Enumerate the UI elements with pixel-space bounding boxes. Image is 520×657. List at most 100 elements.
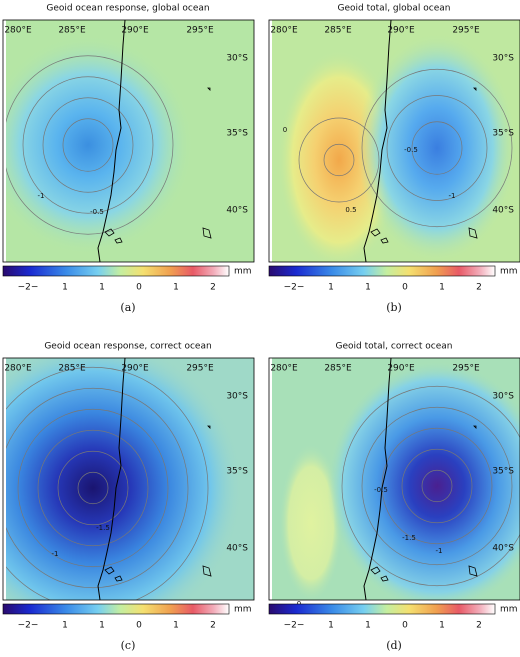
anomaly xyxy=(6,358,243,600)
contour xyxy=(17,408,169,568)
map xyxy=(272,358,520,600)
contour xyxy=(6,366,209,600)
colorbar-label: 1 xyxy=(365,621,371,631)
map-frame xyxy=(2,357,255,601)
islands xyxy=(104,425,212,582)
colorbar-label: 2 xyxy=(476,621,482,631)
contour-label: -0.5 xyxy=(404,146,418,154)
contour-label: -1.5 xyxy=(402,534,416,542)
colorbar-label: 0 xyxy=(136,283,142,293)
lon-label: 290°E xyxy=(121,26,149,36)
map-frame xyxy=(268,357,520,601)
colorbar-label: 1 xyxy=(328,621,334,631)
contour xyxy=(62,118,114,172)
colorbar-label: 1 xyxy=(365,283,371,293)
colorbar-label: 1 xyxy=(173,283,179,293)
contour xyxy=(323,143,355,177)
map xyxy=(272,20,520,262)
islands xyxy=(370,425,478,582)
contour xyxy=(57,450,129,526)
anomaly xyxy=(6,35,193,255)
colorbar-label: 1 xyxy=(328,283,334,293)
contour-label: 0.5 xyxy=(345,206,356,214)
contour xyxy=(421,469,453,503)
panel-title: Geoid total, correct ocean xyxy=(336,342,453,352)
colorbar xyxy=(268,265,496,277)
colorbar-label: 1 xyxy=(173,621,179,631)
colorbar-label: 2 xyxy=(476,283,482,293)
colorbar-label: 2 xyxy=(210,621,216,631)
colorbar-label: 1 xyxy=(62,621,68,631)
lon-label: 280°E xyxy=(4,364,32,374)
lon-label: 290°E xyxy=(121,364,149,374)
colorbar-label: 0 xyxy=(136,621,142,631)
panel: Geoid ocean response, correct ocean -1.5 -… xyxy=(2,342,255,652)
lon-label: 285°E xyxy=(58,26,86,36)
contour-label: -0.5 xyxy=(374,486,388,494)
colorbar-label: 0 xyxy=(402,621,408,631)
lon-label: 285°E xyxy=(324,364,352,374)
contour-label: -1.5 xyxy=(96,524,110,532)
coastline xyxy=(363,20,392,262)
colorbar-unit: mm xyxy=(234,267,252,277)
map-frame xyxy=(2,19,255,263)
colorbar-label: 1 xyxy=(439,621,445,631)
islands xyxy=(104,87,212,244)
lat-label: 35°S xyxy=(492,467,514,477)
contour xyxy=(361,406,513,566)
colorbar-unit: mm xyxy=(500,605,518,615)
colorbar-label: −2− xyxy=(284,283,305,293)
panel-title: Geoid ocean response, correct ocean xyxy=(44,342,211,352)
contour-label: -0.5 xyxy=(90,208,104,216)
lon-label: 285°E xyxy=(58,364,86,374)
panel-title: Geoid total, global ocean xyxy=(338,4,451,14)
islands xyxy=(370,87,478,244)
lat-label: 35°S xyxy=(226,129,248,139)
caption: (a) xyxy=(120,301,135,314)
coastline xyxy=(363,358,392,600)
colorbar-unit: mm xyxy=(500,267,518,277)
caption: (c) xyxy=(121,639,136,652)
lat-label: 35°S xyxy=(492,129,514,139)
contour-label: 0 xyxy=(283,126,287,134)
anomaly xyxy=(357,33,517,262)
contour xyxy=(37,429,149,547)
lon-label: 290°E xyxy=(387,26,415,36)
colorbar xyxy=(268,603,496,615)
colorbar-label: 1 xyxy=(99,621,105,631)
colorbar xyxy=(2,265,230,277)
contour xyxy=(6,387,189,589)
lon-label: 280°E xyxy=(270,26,298,36)
map-frame xyxy=(268,19,520,263)
lat-label: 40°S xyxy=(226,206,248,216)
anomaly xyxy=(279,443,343,600)
colorbar-label: −2− xyxy=(284,621,305,631)
colorbar xyxy=(2,603,230,615)
map xyxy=(6,358,254,600)
lat-label: 30°S xyxy=(492,54,514,64)
map xyxy=(6,20,254,262)
contour xyxy=(6,55,174,235)
colorbar-label: 0 xyxy=(402,283,408,293)
lon-label: 290°E xyxy=(387,364,415,374)
colorbar-label: 2 xyxy=(210,283,216,293)
lon-label: 280°E xyxy=(4,26,32,36)
contour xyxy=(386,95,488,201)
caption: (d) xyxy=(386,639,402,652)
colorbar-label: 1 xyxy=(62,283,68,293)
lon-label: 295°E xyxy=(452,26,480,36)
colorbar-unit: mm xyxy=(234,605,252,615)
contour xyxy=(77,471,109,505)
lon-label: 295°E xyxy=(452,364,480,374)
contour-label: -1 xyxy=(436,547,443,555)
lat-label: 30°S xyxy=(492,392,514,402)
panel: Geoid total, correct ocean -0.5 -1.5 -1 0 280… xyxy=(268,342,520,652)
contour xyxy=(22,76,154,214)
coastline xyxy=(97,20,126,262)
contour xyxy=(361,68,513,228)
colorbar-label: 1 xyxy=(439,283,445,293)
colorbar-label: 1 xyxy=(99,283,105,293)
lon-label: 295°E xyxy=(186,364,214,374)
contour xyxy=(411,121,463,175)
lat-label: 40°S xyxy=(492,206,514,216)
